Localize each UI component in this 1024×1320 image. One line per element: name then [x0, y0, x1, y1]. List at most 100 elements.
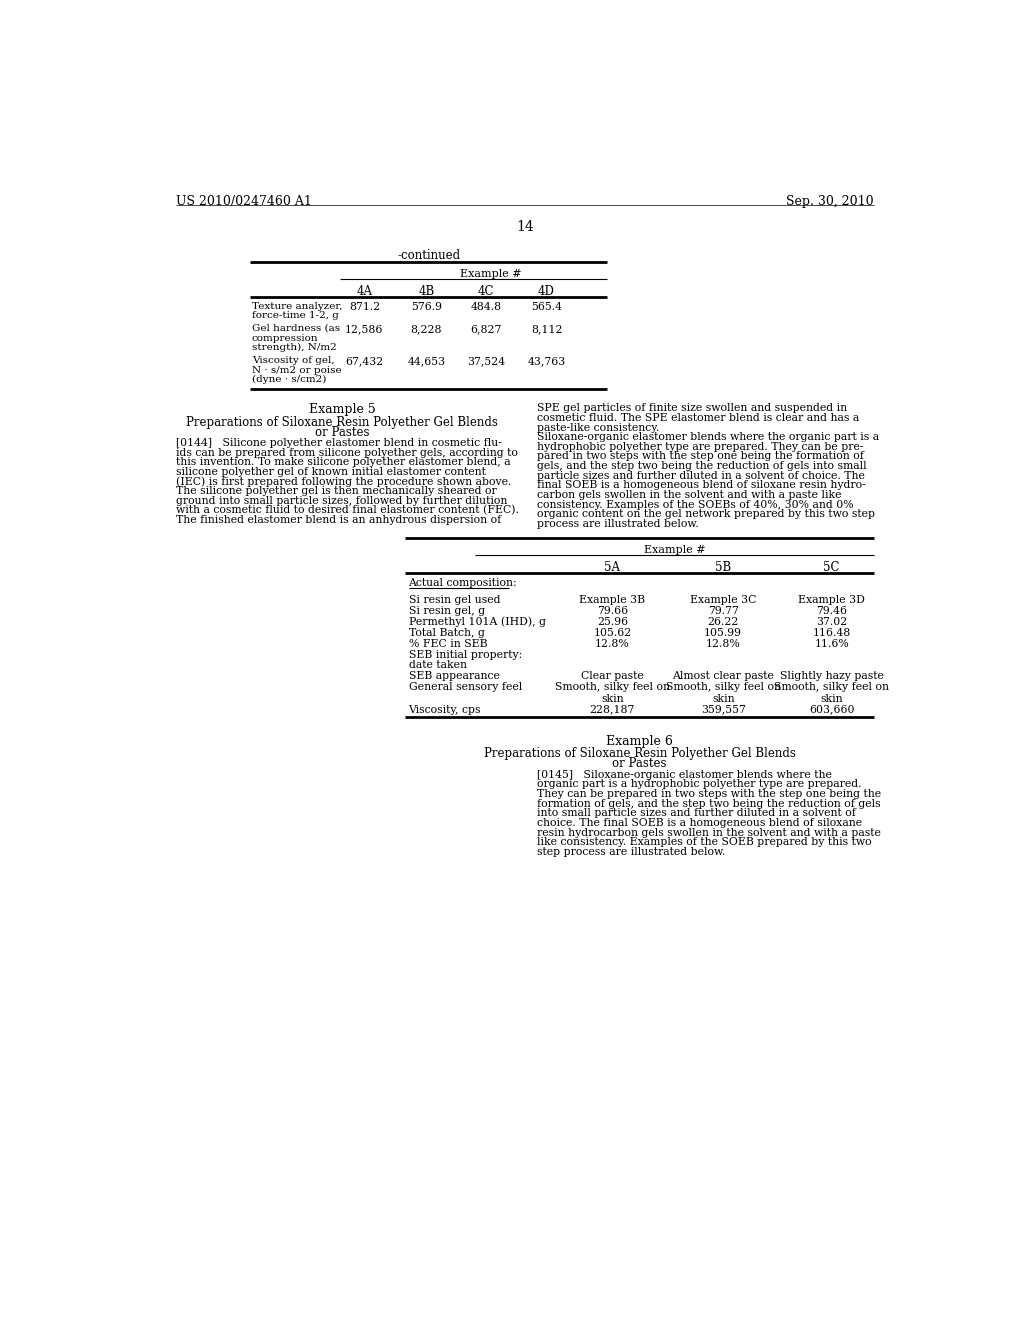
Text: The silicone polyether gel is then mechanically sheared or: The silicone polyether gel is then mecha… — [176, 486, 497, 496]
Text: Si resin gel used: Si resin gel used — [409, 594, 500, 605]
Text: skin: skin — [601, 693, 624, 704]
Text: 67,432: 67,432 — [345, 356, 384, 366]
Text: 14: 14 — [516, 220, 534, 234]
Text: Sep. 30, 2010: Sep. 30, 2010 — [786, 195, 873, 209]
Text: Smooth, silky feel on: Smooth, silky feel on — [555, 682, 670, 693]
Text: 37.02: 37.02 — [816, 616, 847, 627]
Text: like consistency. Examples of the SOEB prepared by this two: like consistency. Examples of the SOEB p… — [538, 837, 871, 847]
Text: ground into small particle sizes, followed by further dilution: ground into small particle sizes, follow… — [176, 496, 508, 506]
Text: 5B: 5B — [715, 561, 731, 574]
Text: skin: skin — [712, 693, 734, 704]
Text: 116.48: 116.48 — [813, 628, 851, 638]
Text: [0145]   Siloxane-organic elastomer blends where the: [0145] Siloxane-organic elastomer blends… — [538, 770, 833, 780]
Text: Viscosity, cps: Viscosity, cps — [409, 705, 481, 714]
Text: 603,660: 603,660 — [809, 705, 854, 714]
Text: force-time 1-2, g: force-time 1-2, g — [252, 312, 339, 321]
Text: Permethyl 101A (IHD), g: Permethyl 101A (IHD), g — [409, 616, 546, 627]
Text: carbon gels swollen in the solvent and with a paste like: carbon gels swollen in the solvent and w… — [538, 490, 842, 500]
Text: Almost clear paste: Almost clear paste — [673, 671, 774, 681]
Text: Actual composition:: Actual composition: — [409, 578, 517, 589]
Text: ids can be prepared from silicone polyether gels, according to: ids can be prepared from silicone polyet… — [176, 447, 518, 458]
Text: Gel hardness (as: Gel hardness (as — [252, 323, 340, 333]
Text: this invention. To make silicone polyether elastomer blend, a: this invention. To make silicone polyeth… — [176, 457, 511, 467]
Text: 484.8: 484.8 — [470, 302, 502, 312]
Text: strength), N/m2: strength), N/m2 — [252, 343, 337, 352]
Text: 4A: 4A — [356, 285, 373, 298]
Text: cosmetic fluid. The SPE elastomer blend is clear and has a: cosmetic fluid. The SPE elastomer blend … — [538, 413, 859, 422]
Text: 105.62: 105.62 — [593, 628, 632, 638]
Text: Example #: Example # — [643, 545, 706, 554]
Text: into small particle sizes and further diluted in a solvent of: into small particle sizes and further di… — [538, 808, 856, 818]
Text: Slightly hazy paste: Slightly hazy paste — [779, 671, 884, 681]
Text: or Pastes: or Pastes — [612, 758, 667, 771]
Text: organic content on the gel network prepared by this two step: organic content on the gel network prepa… — [538, 510, 876, 519]
Text: silicone polyether gel of known initial elastomer content: silicone polyether gel of known initial … — [176, 467, 486, 477]
Text: Si resin gel, g: Si resin gel, g — [409, 606, 484, 615]
Text: gels, and the step two being the reduction of gels into small: gels, and the step two being the reducti… — [538, 461, 867, 471]
Text: 576.9: 576.9 — [411, 302, 442, 312]
Text: Clear paste: Clear paste — [581, 671, 644, 681]
Text: (dyne · s/cm2): (dyne · s/cm2) — [252, 375, 327, 384]
Text: General sensory feel: General sensory feel — [409, 682, 522, 693]
Text: 4D: 4D — [538, 285, 555, 298]
Text: Example 5: Example 5 — [308, 404, 375, 416]
Text: Example #: Example # — [460, 268, 521, 279]
Text: Siloxane-organic elastomer blends where the organic part is a: Siloxane-organic elastomer blends where … — [538, 432, 880, 442]
Text: particle sizes and further diluted in a solvent of choice. The: particle sizes and further diluted in a … — [538, 471, 865, 480]
Text: 565.4: 565.4 — [531, 302, 562, 312]
Text: 8,112: 8,112 — [530, 323, 562, 334]
Text: % FEC in SEB: % FEC in SEB — [409, 639, 487, 649]
Text: skin: skin — [820, 693, 843, 704]
Text: pared in two steps with the step one being the formation of: pared in two steps with the step one bei… — [538, 451, 864, 462]
Text: 5A: 5A — [604, 561, 621, 574]
Text: Preparations of Siloxane Resin Polyether Gel Blends: Preparations of Siloxane Resin Polyether… — [483, 747, 796, 760]
Text: 37,524: 37,524 — [467, 356, 505, 366]
Text: 25.96: 25.96 — [597, 616, 628, 627]
Text: 4C: 4C — [478, 285, 495, 298]
Text: 79.46: 79.46 — [816, 606, 847, 615]
Text: [0144]   Silicone polyether elastomer blend in cosmetic flu-: [0144] Silicone polyether elastomer blen… — [176, 438, 502, 447]
Text: Smooth, silky feel on: Smooth, silky feel on — [774, 682, 889, 693]
Text: Example 3C: Example 3C — [690, 594, 757, 605]
Text: Texture analyzer,: Texture analyzer, — [252, 302, 342, 310]
Text: formation of gels, and the step two being the reduction of gels: formation of gels, and the step two bein… — [538, 799, 881, 809]
Text: 359,557: 359,557 — [700, 705, 745, 714]
Text: 8,228: 8,228 — [411, 323, 442, 334]
Text: Example 3B: Example 3B — [580, 594, 645, 605]
Text: final SOEB is a homogeneous blend of siloxane resin hydro-: final SOEB is a homogeneous blend of sil… — [538, 480, 866, 490]
Text: The finished elastomer blend is an anhydrous dispersion of: The finished elastomer blend is an anhyd… — [176, 515, 502, 525]
Text: (IEC) is first prepared following the procedure shown above.: (IEC) is first prepared following the pr… — [176, 477, 511, 487]
Text: Total Batch, g: Total Batch, g — [409, 628, 484, 638]
Text: with a cosmetic fluid to desired final elastomer content (FEC).: with a cosmetic fluid to desired final e… — [176, 506, 519, 516]
Text: Smooth, silky feel on: Smooth, silky feel on — [666, 682, 780, 693]
Text: 12.8%: 12.8% — [595, 639, 630, 649]
Text: hydrophobic polyether type are prepared. They can be pre-: hydrophobic polyether type are prepared.… — [538, 442, 863, 451]
Text: 4B: 4B — [418, 285, 434, 298]
Text: resin hydrocarbon gels swollen in the solvent and with a paste: resin hydrocarbon gels swollen in the so… — [538, 828, 881, 837]
Text: SPE gel particles of finite size swollen and suspended in: SPE gel particles of finite size swollen… — [538, 404, 847, 413]
Text: paste-like consistency.: paste-like consistency. — [538, 422, 659, 433]
Text: SEB appearance: SEB appearance — [409, 671, 500, 681]
Text: choice. The final SOEB is a homogeneous blend of siloxane: choice. The final SOEB is a homogeneous … — [538, 818, 862, 828]
Text: Example 3D: Example 3D — [799, 594, 865, 605]
Text: 228,187: 228,187 — [590, 705, 635, 714]
Text: consistency. Examples of the SOEBs of 40%, 30% and 0%: consistency. Examples of the SOEBs of 40… — [538, 499, 854, 510]
Text: 871.2: 871.2 — [349, 302, 380, 312]
Text: 43,763: 43,763 — [527, 356, 565, 366]
Text: 12,586: 12,586 — [345, 323, 384, 334]
Text: or Pastes: or Pastes — [314, 425, 369, 438]
Text: US 2010/0247460 A1: US 2010/0247460 A1 — [176, 195, 312, 209]
Text: N · s/m2 or poise: N · s/m2 or poise — [252, 366, 342, 375]
Text: step process are illustrated below.: step process are illustrated below. — [538, 847, 726, 857]
Text: SEB initial property:: SEB initial property: — [409, 651, 522, 660]
Text: 26.22: 26.22 — [708, 616, 739, 627]
Text: 79.77: 79.77 — [708, 606, 738, 615]
Text: Viscosity of gel,: Viscosity of gel, — [252, 356, 335, 364]
Text: -continued: -continued — [397, 249, 460, 263]
Text: process are illustrated below.: process are illustrated below. — [538, 519, 699, 529]
Text: 6,827: 6,827 — [470, 323, 502, 334]
Text: date taken: date taken — [409, 660, 467, 671]
Text: 5C: 5C — [823, 561, 840, 574]
Text: They can be prepared in two steps with the step one being the: They can be prepared in two steps with t… — [538, 789, 882, 799]
Text: 12.8%: 12.8% — [706, 639, 740, 649]
